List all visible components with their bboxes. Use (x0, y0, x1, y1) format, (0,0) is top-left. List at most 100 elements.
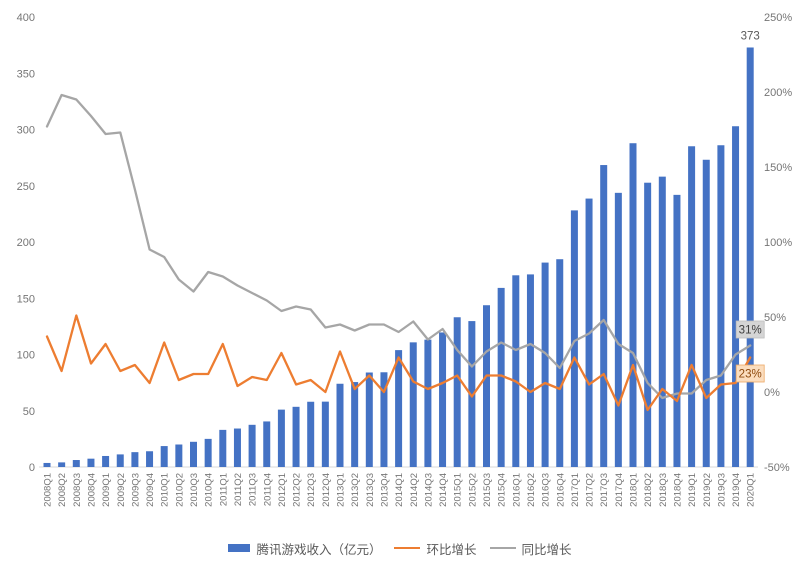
x-axis-label: 2018Q3 (658, 473, 669, 507)
x-axis-label: 2018Q2 (643, 473, 654, 507)
revenue-bar (746, 47, 754, 468)
x-axis-label: 2012Q4 (321, 473, 332, 507)
x-axis-label: 2011Q1 (218, 473, 229, 506)
revenue-bar (102, 455, 110, 467)
revenue-bar (351, 382, 359, 467)
left-axis-tick: 150 (17, 293, 35, 305)
left-axis-tick: 250 (17, 181, 35, 193)
left-axis-tick: 200 (17, 237, 35, 249)
x-axis-label: 2012Q2 (292, 473, 303, 507)
revenue-bar (497, 287, 505, 467)
revenue-bar (190, 441, 197, 467)
x-axis-label: 2017Q1 (570, 473, 581, 507)
x-axis-label: 2019Q2 (702, 473, 713, 507)
revenue-bar (512, 275, 520, 467)
x-axis-label: 2011Q4 (262, 473, 273, 506)
qoq-growth-swatch (394, 546, 421, 550)
x-axis-label: 2019Q4 (731, 473, 742, 507)
legend-item-yoy-growth: 同比增长 (489, 539, 572, 558)
revenue-bar (717, 145, 725, 467)
x-axis-label: 2019Q1 (687, 473, 698, 507)
left-axis-tick: 350 (17, 68, 35, 80)
revenue-bar (219, 429, 227, 467)
x-axis-label: 2015Q3 (482, 473, 493, 507)
x-axis-label: 2016Q2 (526, 473, 537, 507)
legend-item-qoq-growth: 环比增长 (394, 539, 477, 558)
x-axis-label: 2011Q2 (233, 473, 244, 506)
x-axis-label: 2017Q2 (585, 473, 596, 507)
revenue-swatch (228, 544, 251, 552)
chart-legend: 腾讯游戏收入（亿元） 环比增长 同比增长 (0, 537, 800, 559)
x-axis-label: 2014Q2 (409, 473, 420, 507)
x-axis-label: 2016Q4 (555, 473, 566, 507)
x-axis-label: 2012Q1 (277, 473, 288, 507)
revenue-bar (453, 317, 461, 467)
x-axis-label: 2013Q4 (379, 473, 390, 507)
right-axis-tick: 150% (764, 162, 792, 174)
revenue-bar (204, 438, 212, 467)
x-axis-label: 2010Q1 (160, 473, 171, 507)
x-axis-label: 2016Q3 (541, 473, 552, 507)
revenue-value-label: 373 (741, 30, 760, 42)
revenue-bar (307, 401, 315, 467)
revenue-bar (395, 350, 403, 467)
revenue-bar (409, 342, 417, 467)
revenue-bar (233, 428, 241, 467)
revenue-bar (321, 401, 329, 467)
legend-label-yoy-growth: 同比增长 (521, 542, 572, 557)
revenue-bar (146, 451, 154, 467)
x-axis-label: 2009Q3 (130, 473, 141, 507)
x-axis-label: 2008Q2 (57, 473, 68, 507)
x-axis-label: 2010Q3 (189, 473, 200, 507)
x-axis-label: 2019Q3 (716, 473, 727, 507)
revenue-bar (526, 274, 534, 467)
revenue-bar (175, 444, 183, 467)
x-axis-label: 2011Q3 (248, 473, 259, 506)
revenue-bar (658, 176, 666, 467)
revenue-bar (541, 262, 549, 467)
left-axis-tick: 300 (17, 125, 35, 137)
revenue-bar (292, 406, 300, 467)
revenue-bar (131, 452, 139, 467)
qoq-end-label-box (735, 364, 765, 383)
x-axis-label: 2018Q4 (672, 473, 683, 507)
revenue-bar (263, 421, 271, 467)
left-axis-tick: 400 (17, 12, 35, 24)
revenue-bar (43, 462, 51, 467)
qoq-growth-line (45, 314, 752, 412)
legend-item-revenue: 腾讯游戏收入（亿元） (228, 539, 381, 558)
x-axis-label: 2014Q3 (423, 473, 434, 507)
revenue-bar (644, 182, 652, 467)
revenue-bar (72, 460, 80, 467)
yoy-end-label-box (735, 320, 765, 339)
revenue-bar (160, 446, 168, 467)
x-axis-label: 2014Q4 (438, 473, 449, 507)
revenue-bar (380, 372, 388, 467)
yoy-end-label: 31% (739, 325, 762, 337)
right-axis-tick: 0% (764, 387, 780, 399)
revenue-bar (87, 458, 95, 467)
x-axis-label: 2009Q1 (101, 473, 112, 507)
x-axis-label: 2017Q3 (599, 473, 610, 507)
x-axis-label: 2008Q3 (72, 473, 83, 507)
right-axis-tick: 100% (764, 237, 792, 249)
x-axis-label: 2018Q1 (629, 473, 640, 507)
x-axis-label: 2015Q1 (453, 473, 464, 507)
revenue-bar (116, 454, 124, 467)
x-axis-label: 2010Q4 (204, 473, 215, 507)
right-axis-tick: -50% (764, 462, 790, 474)
revenue-bar (614, 192, 622, 467)
left-axis-tick: 0 (29, 462, 35, 474)
revenue-bar (556, 259, 564, 467)
qoq-end-label: 23% (739, 369, 762, 381)
yoy-growth-line (45, 93, 752, 400)
revenue-bar (248, 424, 256, 467)
x-axis-label: 2014Q1 (394, 473, 405, 507)
x-axis-label: 2017Q4 (614, 473, 625, 507)
x-axis-label: 2020Q1 (746, 473, 757, 507)
legend-label-revenue: 腾讯游戏收入（亿元） (256, 542, 382, 557)
x-axis-label: 2013Q1 (336, 473, 347, 507)
right-axis-tick: 200% (764, 87, 792, 99)
